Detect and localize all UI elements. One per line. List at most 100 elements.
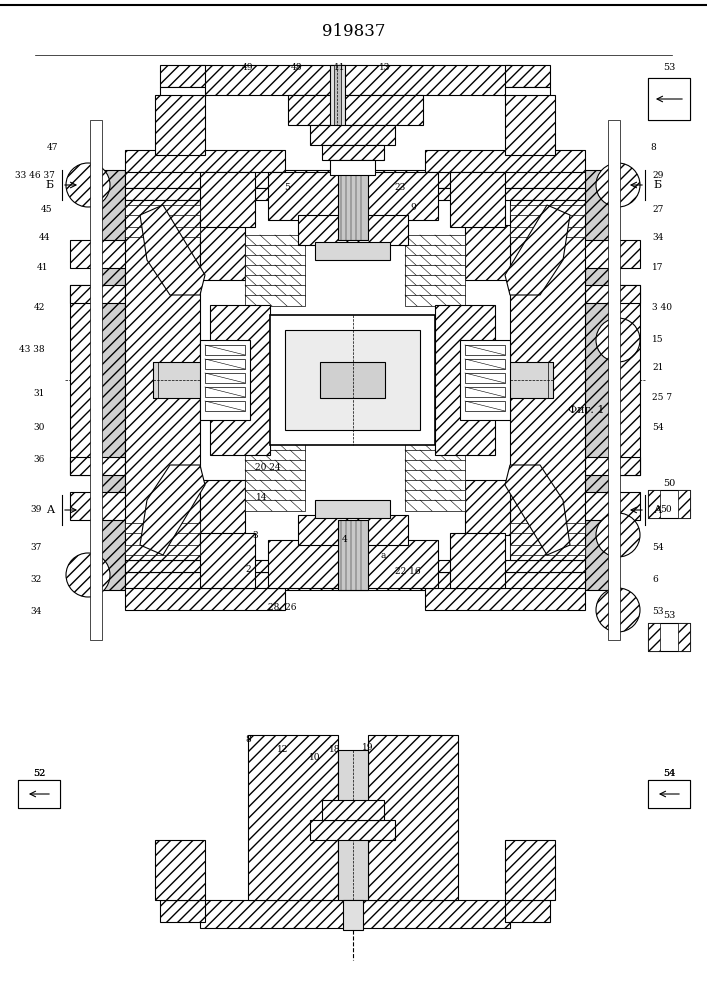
- Text: 45: 45: [40, 206, 52, 215]
- Text: 3: 3: [252, 530, 258, 540]
- Polygon shape: [505, 465, 570, 555]
- Text: 8: 8: [245, 736, 251, 744]
- Text: 30: 30: [34, 424, 45, 432]
- Bar: [425, 588, 585, 610]
- Bar: [465, 387, 505, 397]
- Text: 19: 19: [362, 744, 374, 752]
- Text: 22 16: 22 16: [395, 568, 421, 576]
- Text: 49: 49: [243, 64, 254, 73]
- Text: 17: 17: [652, 263, 663, 272]
- Bar: [405, 440, 465, 451]
- Bar: [245, 500, 305, 511]
- Bar: [245, 285, 305, 296]
- Text: 54: 54: [662, 768, 675, 778]
- Bar: [205, 401, 245, 411]
- Bar: [648, 780, 660, 808]
- Text: 21: 21: [652, 363, 663, 372]
- Bar: [648, 490, 690, 518]
- Bar: [322, 145, 384, 160]
- Bar: [405, 470, 465, 481]
- Text: 47: 47: [47, 143, 58, 152]
- Bar: [125, 572, 585, 590]
- Bar: [405, 275, 465, 286]
- Text: 2: 2: [245, 566, 251, 574]
- Bar: [70, 240, 140, 268]
- Bar: [338, 750, 368, 900]
- Text: 53: 53: [662, 64, 675, 73]
- Text: 54: 54: [652, 544, 664, 552]
- Bar: [570, 240, 640, 268]
- Text: 37: 37: [30, 544, 42, 552]
- Bar: [245, 255, 305, 266]
- Bar: [505, 65, 550, 87]
- Bar: [125, 545, 200, 555]
- Bar: [205, 373, 245, 383]
- Text: 52: 52: [33, 768, 45, 778]
- Text: 54: 54: [652, 424, 664, 432]
- Bar: [510, 205, 585, 215]
- Bar: [460, 340, 510, 420]
- Bar: [338, 170, 368, 240]
- Bar: [648, 623, 660, 651]
- Bar: [125, 205, 200, 215]
- Bar: [505, 95, 555, 155]
- Bar: [155, 840, 205, 900]
- Text: 53: 53: [662, 611, 675, 620]
- Bar: [648, 623, 690, 651]
- Bar: [200, 65, 510, 95]
- Bar: [155, 95, 205, 155]
- Bar: [210, 305, 270, 455]
- Bar: [368, 735, 458, 900]
- Bar: [465, 225, 510, 280]
- Bar: [18, 780, 60, 808]
- Bar: [570, 492, 640, 520]
- Bar: [322, 800, 384, 820]
- Bar: [405, 285, 465, 296]
- Bar: [125, 523, 200, 533]
- Text: 8: 8: [650, 143, 656, 152]
- Bar: [125, 227, 200, 237]
- Bar: [585, 457, 640, 475]
- Bar: [200, 340, 250, 420]
- Bar: [245, 275, 305, 286]
- Bar: [310, 820, 395, 840]
- Bar: [320, 362, 385, 398]
- Text: 14: 14: [256, 493, 268, 502]
- Text: 33 46 37: 33 46 37: [15, 170, 55, 180]
- Text: 41: 41: [37, 263, 48, 272]
- Bar: [70, 285, 125, 303]
- Text: 919837: 919837: [322, 23, 386, 40]
- Text: 20 24: 20 24: [255, 464, 281, 473]
- Polygon shape: [140, 205, 205, 295]
- Bar: [200, 172, 255, 227]
- Text: 42: 42: [34, 304, 45, 312]
- Text: 25 7: 25 7: [652, 393, 672, 402]
- Bar: [405, 460, 465, 471]
- Bar: [153, 362, 553, 398]
- Text: 50: 50: [660, 506, 672, 514]
- Bar: [435, 305, 495, 455]
- Bar: [648, 490, 660, 518]
- Text: 18: 18: [329, 746, 341, 754]
- Bar: [510, 545, 585, 555]
- Bar: [205, 387, 245, 397]
- Bar: [585, 285, 640, 303]
- Text: 4: 4: [342, 536, 348, 544]
- Bar: [615, 285, 640, 475]
- Text: Б: Б: [46, 180, 54, 190]
- Bar: [465, 480, 510, 535]
- Text: 48: 48: [291, 64, 303, 73]
- Text: 11: 11: [334, 64, 346, 73]
- Text: 23: 23: [395, 184, 406, 192]
- Bar: [465, 373, 505, 383]
- Bar: [678, 490, 690, 518]
- Text: 39: 39: [30, 506, 42, 514]
- Bar: [678, 780, 690, 808]
- Circle shape: [596, 318, 640, 362]
- Text: 34: 34: [30, 607, 42, 616]
- Bar: [125, 560, 585, 572]
- Bar: [405, 450, 465, 461]
- Text: A: A: [653, 505, 661, 515]
- Bar: [405, 500, 465, 511]
- Bar: [70, 457, 125, 475]
